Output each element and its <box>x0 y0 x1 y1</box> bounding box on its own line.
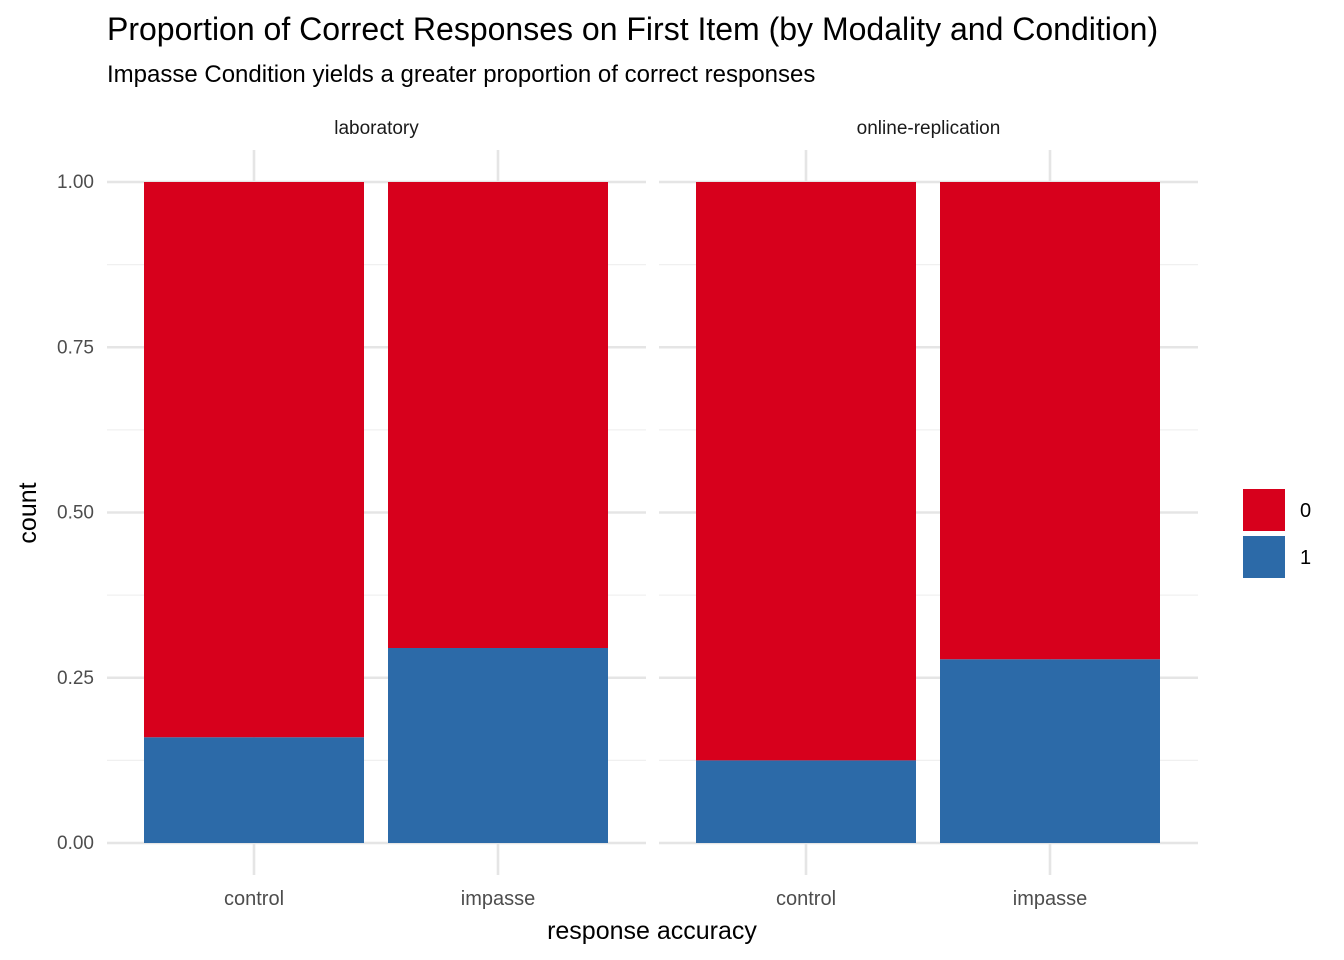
x-tick-label: control <box>224 888 284 910</box>
bar-online-replication-impasse-0 <box>940 182 1160 660</box>
bar-online-replication-impasse-1 <box>940 659 1160 843</box>
y-tick-label: 0.75 <box>57 337 94 358</box>
x-tick-label: control <box>776 888 836 910</box>
y-tick-label: 0.50 <box>57 503 94 524</box>
bar-laboratory-impasse-1 <box>388 648 608 843</box>
y-tick-label: 0.25 <box>57 668 94 689</box>
y-tick-label: 0.00 <box>57 833 94 854</box>
facet-panel-online-replication: control impasse online-replication <box>659 118 1198 910</box>
legend: 01 <box>1243 489 1311 578</box>
bar-online-replication-control-0 <box>696 182 916 761</box>
x-tick-label: impasse <box>1013 888 1087 910</box>
chart-subtitle: Impasse Condition yields a greater propo… <box>107 61 815 88</box>
bar-online-replication-control-1 <box>696 760 916 843</box>
legend-key-0 <box>1243 489 1285 531</box>
legend-label: 0 <box>1300 500 1311 522</box>
bar-laboratory-control-1 <box>144 737 364 843</box>
bar-laboratory-control-0 <box>144 182 364 738</box>
legend-key-1 <box>1243 536 1285 578</box>
facet-panel-laboratory: control impasse laboratory <box>107 118 646 910</box>
legend-label: 1 <box>1300 547 1311 569</box>
chart-title: Proportion of Correct Responses on First… <box>107 11 1158 47</box>
bar-laboratory-impasse-0 <box>388 182 608 649</box>
y-tick-label: 1.00 <box>57 172 94 193</box>
y-axis: 0.00 0.25 0.50 0.75 1.00 <box>57 172 94 854</box>
y-axis-label: count <box>14 482 42 543</box>
x-tick-label: impasse <box>461 888 535 910</box>
facet-panels: control impasse laboratory control impasse on… <box>107 118 1198 910</box>
x-axis-label: response accuracy <box>547 917 757 945</box>
facet-strip-label: online-replication <box>857 118 1001 139</box>
facet-strip-label: laboratory <box>334 118 419 139</box>
